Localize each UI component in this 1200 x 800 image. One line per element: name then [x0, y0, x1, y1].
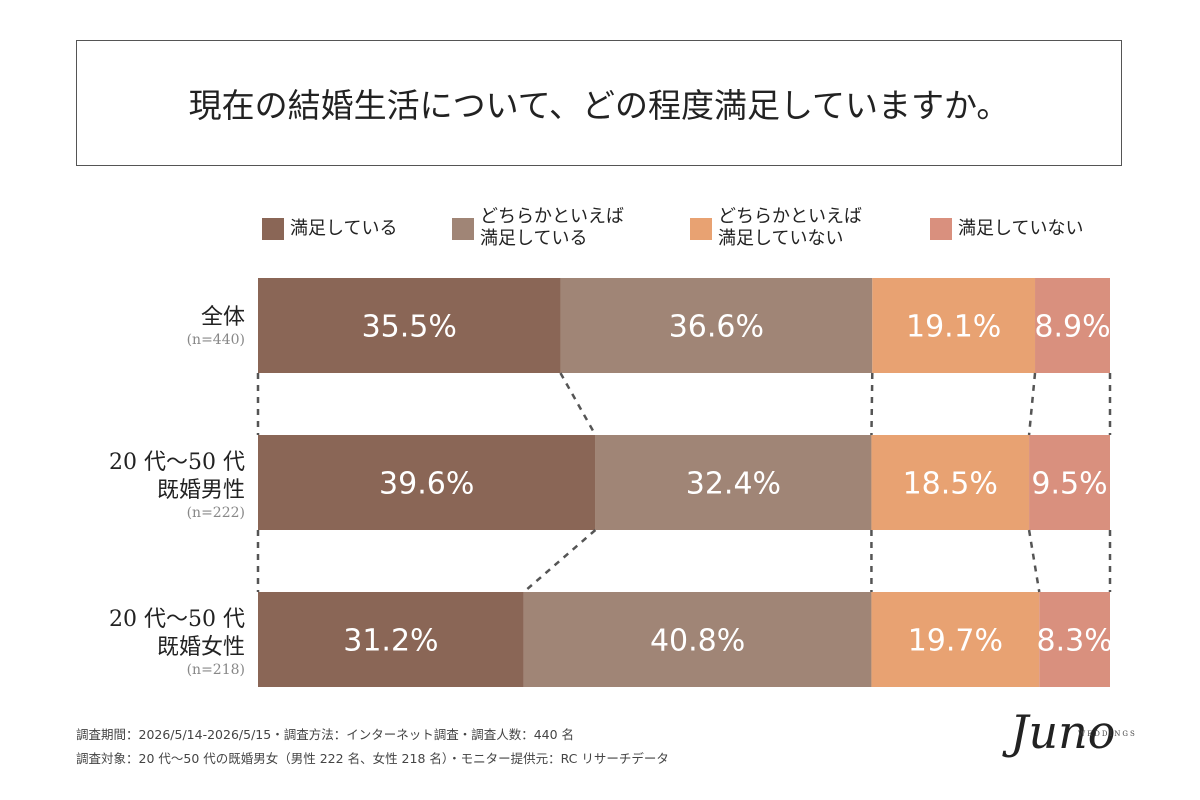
category-label: 全体	[200, 305, 245, 330]
value-label: 39.6%	[379, 467, 474, 502]
category-label: 20 代〜50 代 既婚男性	[109, 450, 245, 503]
value-label: 31.2%	[343, 624, 438, 659]
value-label: 18.5%	[903, 467, 998, 502]
logo-tagline: WEDDINGS	[1078, 730, 1137, 738]
legend-swatch	[452, 218, 474, 240]
bar-segment	[258, 592, 524, 687]
value-label: 19.1%	[906, 310, 1001, 345]
bar-segment	[1035, 278, 1110, 373]
bar-segment	[1029, 435, 1110, 530]
bar-segment	[1039, 592, 1110, 687]
value-label: 40.8%	[650, 624, 745, 659]
value-label: 32.4%	[686, 467, 781, 502]
legend-label: 満足している	[290, 218, 398, 239]
legend-swatch	[690, 218, 712, 240]
footer-note: 調査期間：2026/5/14-2026/5/15・調査方法：インターネット調査・…	[76, 727, 575, 742]
bar-segment	[595, 435, 872, 530]
bar-segment	[523, 592, 872, 687]
value-label: 9.5%	[1031, 467, 1107, 502]
legend-label: どちらかといえば 満足している	[480, 206, 624, 249]
sample-size: (n=218)	[186, 662, 245, 678]
connector	[523, 529, 597, 593]
legend-label: どちらかといえば 満足していない	[718, 206, 862, 249]
bar-segment	[871, 435, 1030, 530]
bar-segment	[560, 278, 873, 373]
value-label: 8.3%	[1037, 624, 1113, 659]
category-label: 20 代〜50 代 既婚女性	[109, 607, 245, 660]
footer-note: 調査対象：20 代〜50 代の既婚男女（男性 222 名、女性 218 名）・モ…	[76, 751, 669, 766]
sample-size: (n=440)	[186, 332, 245, 348]
connector	[559, 372, 597, 436]
connector	[1027, 529, 1041, 593]
bar-segment	[871, 592, 1040, 687]
value-label: 19.7%	[908, 624, 1003, 659]
connector	[1027, 372, 1037, 436]
bar-segment	[258, 435, 596, 530]
legend-label: 満足していない	[958, 218, 1084, 239]
legend-swatch	[930, 218, 952, 240]
sample-size: (n=222)	[186, 505, 245, 521]
value-label: 35.5%	[362, 310, 457, 345]
logo: Juno	[1010, 705, 1116, 759]
value-label: 8.9%	[1034, 310, 1110, 345]
bar-segment	[258, 278, 561, 373]
legend-swatch	[262, 218, 284, 240]
value-label: 36.6%	[669, 310, 764, 345]
connector	[870, 372, 874, 436]
chart-title: 現在の結婚生活について、どの程度満足していますか。	[76, 40, 1122, 166]
bar-segment	[872, 278, 1036, 373]
